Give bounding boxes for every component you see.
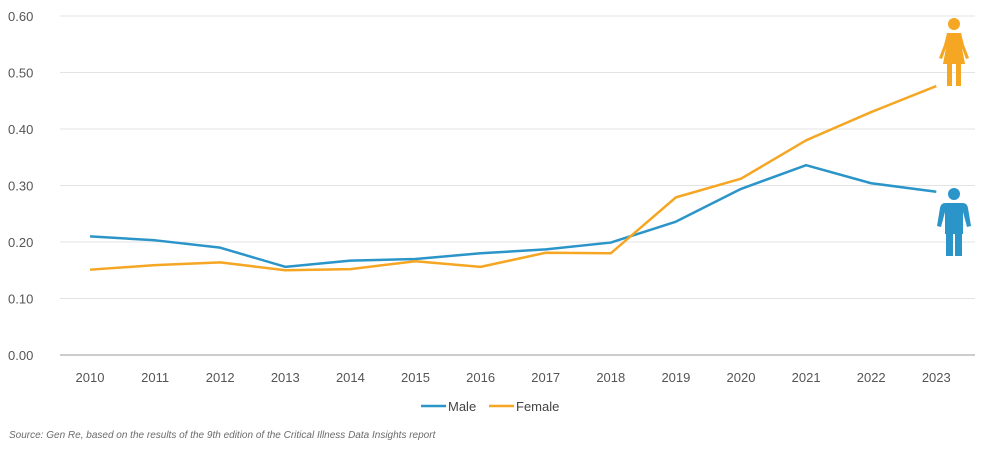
x-tick-label: 2017 bbox=[531, 370, 560, 385]
x-axis-tick-labels: 2010 2011 2012 2013 2014 2015 2016 2017 2018 2019… bbox=[76, 370, 951, 385]
legend-female-label: Female bbox=[516, 399, 559, 414]
y-tick-label: 0.50 bbox=[8, 66, 33, 81]
x-tick-label: 2011 bbox=[141, 370, 169, 385]
x-tick-label: 2021 bbox=[792, 370, 821, 385]
y-tick-label: 0.00 bbox=[8, 348, 33, 363]
series-line-female bbox=[89, 84, 937, 272]
x-tick-label: 2020 bbox=[727, 370, 756, 385]
x-tick-label: 2013 bbox=[271, 370, 300, 385]
y-axis-tick-labels: 0.00 0.10 0.20 0.30 0.40 0.50 0.60 bbox=[8, 9, 33, 363]
grid-lines bbox=[60, 15, 975, 356]
x-tick-label: 2019 bbox=[661, 370, 690, 385]
legend-male-label: Male bbox=[448, 399, 476, 414]
x-tick-label: 2018 bbox=[596, 370, 625, 385]
series-lines bbox=[89, 84, 937, 272]
series-line-male bbox=[89, 163, 937, 269]
x-tick-label: 2016 bbox=[466, 370, 495, 385]
y-tick-label: 0.60 bbox=[8, 9, 33, 24]
x-tick-label: 2014 bbox=[336, 370, 365, 385]
x-tick-label: 2012 bbox=[206, 370, 235, 385]
male-person-icon bbox=[937, 188, 971, 256]
y-tick-label: 0.30 bbox=[8, 179, 33, 194]
source-note: Source: Gen Re, based on the results of … bbox=[9, 430, 436, 441]
female-person-icon bbox=[939, 18, 969, 86]
x-tick-label: 2023 bbox=[922, 370, 951, 385]
legend: Male Female bbox=[421, 399, 559, 414]
y-tick-label: 0.40 bbox=[8, 122, 33, 137]
x-tick-label: 2022 bbox=[857, 370, 886, 385]
x-tick-label: 2015 bbox=[401, 370, 430, 385]
y-tick-label: 0.10 bbox=[8, 292, 33, 307]
x-tick-label: 2010 bbox=[76, 370, 105, 385]
y-tick-label: 0.20 bbox=[8, 235, 33, 250]
